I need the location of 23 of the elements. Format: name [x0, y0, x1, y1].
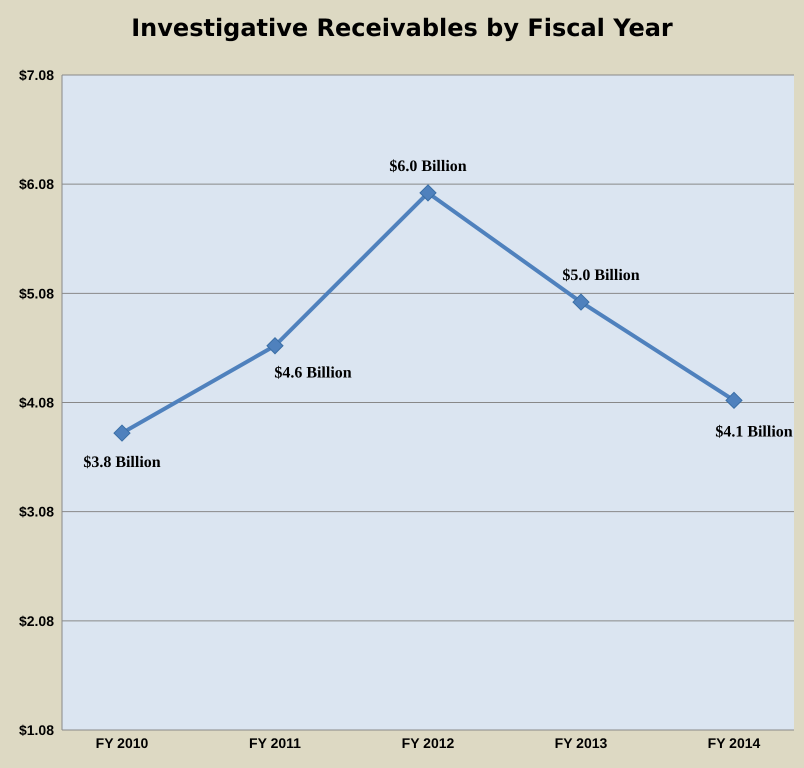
y-tick-label: $7.08: [18, 66, 54, 83]
y-tick-label: $3.08: [18, 504, 54, 520]
y-tick-label: $6.08: [18, 176, 54, 192]
x-tick-label: FY 2012: [402, 734, 455, 751]
x-tick-label: FY 2013: [554, 734, 608, 751]
y-tick-label: $1.08: [18, 722, 54, 738]
chart-title: Investigative Receivables by Fiscal Year: [130, 14, 674, 42]
x-tick-label: FY 2014: [708, 734, 761, 751]
y-tick-label: $4.08: [18, 394, 54, 410]
y-tick-label: $2.08: [18, 612, 54, 629]
data-label: $3.8 Billion: [83, 454, 161, 472]
point: [114, 424, 130, 442]
x-tick-label: FY 2010: [96, 734, 149, 751]
data-label: $4.6 Billion: [274, 364, 352, 382]
data-label: $4.1 Billion: [715, 423, 793, 440]
data-label: $6.0 Billion: [389, 158, 467, 175]
y-tick-label: $5.08: [18, 285, 54, 302]
point: [266, 337, 284, 354]
point: [572, 294, 590, 311]
x-tick-label: FY 2011: [249, 734, 302, 751]
point: [420, 184, 436, 202]
point: [726, 392, 742, 409]
data-label: $5.0 Billion: [562, 267, 640, 284]
